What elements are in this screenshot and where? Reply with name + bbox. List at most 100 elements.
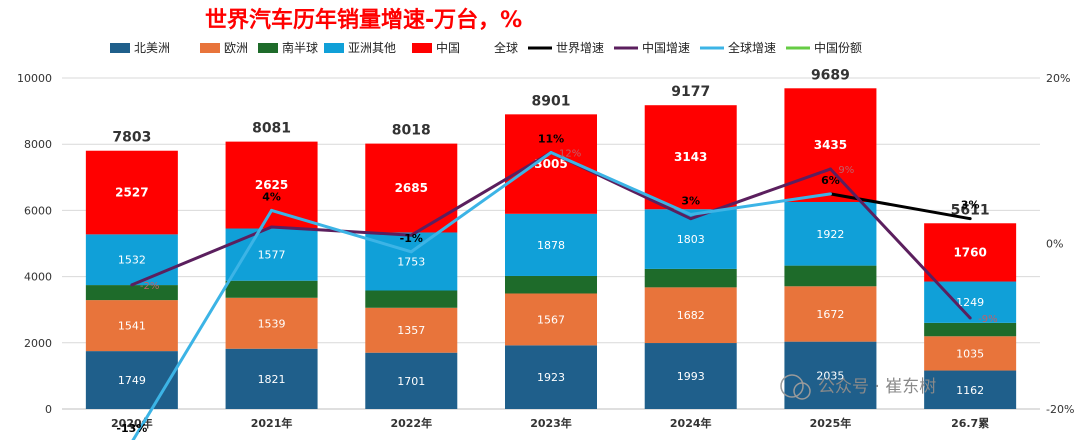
series-point bbox=[130, 283, 134, 287]
bar-segment bbox=[784, 286, 877, 342]
bar-segment bbox=[85, 150, 178, 235]
bar-segment bbox=[644, 105, 737, 210]
x-tick-label: 2024年 bbox=[670, 416, 712, 430]
bar-segment bbox=[225, 297, 318, 349]
series-point bbox=[409, 233, 413, 237]
legend-swatch bbox=[412, 43, 432, 53]
bar-value-label: 1753 bbox=[397, 255, 425, 268]
series-point bbox=[968, 316, 972, 320]
growth-label: -13% bbox=[116, 422, 147, 435]
legend-label: 中国增速 bbox=[642, 40, 690, 55]
bar-segment bbox=[505, 213, 597, 276]
bar-segment bbox=[505, 275, 597, 294]
series-point bbox=[828, 192, 832, 196]
bar-value-label: 1357 bbox=[397, 324, 425, 337]
growth-label: 4% bbox=[262, 190, 281, 203]
x-tick-label: 2021年 bbox=[251, 416, 293, 430]
bar-segment bbox=[85, 234, 178, 286]
bar-segment bbox=[505, 293, 597, 346]
bar-segment bbox=[784, 201, 877, 266]
growth-label: 3% bbox=[961, 199, 980, 212]
y-tick-label: 6000 bbox=[24, 204, 52, 217]
bar-value-label: 2685 bbox=[395, 181, 428, 195]
series-point bbox=[549, 150, 553, 154]
y-tick-label: 2000 bbox=[24, 337, 52, 350]
bar-segment bbox=[505, 114, 597, 214]
legend-label: 世界增速 bbox=[556, 41, 604, 55]
bar-value-label: 1682 bbox=[677, 309, 705, 322]
bar-segment bbox=[225, 280, 318, 298]
bar-value-label: 2527 bbox=[115, 186, 148, 200]
legend-swatch bbox=[324, 43, 344, 53]
y-tick-label: 4000 bbox=[24, 271, 52, 284]
watermark: 公众号 · 崔东树 bbox=[818, 377, 936, 397]
bar-value-label: 3435 bbox=[814, 138, 847, 152]
bar-total-label: 5611 bbox=[951, 202, 990, 218]
series-point bbox=[968, 217, 972, 221]
legend-label: 全球 bbox=[494, 40, 518, 55]
growth-label: 6% bbox=[821, 174, 840, 187]
bar-total-label: 8081 bbox=[252, 121, 291, 137]
bar-value-label: 1541 bbox=[118, 320, 146, 333]
bar-total-label: 8018 bbox=[392, 123, 431, 139]
legend-label: 欧洲 bbox=[224, 41, 248, 55]
bar-value-label: 1803 bbox=[677, 233, 705, 246]
growth-label: -1% bbox=[400, 232, 423, 245]
bar-value-label: 1672 bbox=[816, 308, 844, 321]
bar-value-label: 1760 bbox=[953, 245, 986, 259]
legend-label: 全球增速 bbox=[728, 40, 776, 55]
bar-segment bbox=[365, 352, 458, 409]
bar-value-label: 1922 bbox=[816, 228, 844, 241]
bar-segment bbox=[85, 285, 178, 301]
bar-segment bbox=[924, 223, 1017, 282]
bar-value-label: 3005 bbox=[534, 157, 567, 171]
series-point bbox=[270, 208, 274, 212]
y-tick-label: 10000 bbox=[17, 72, 52, 85]
bar-value-label: 1532 bbox=[118, 254, 146, 267]
bar-value-label: 1923 bbox=[537, 371, 565, 384]
bar-segment bbox=[225, 141, 318, 229]
legend-swatch bbox=[110, 43, 130, 53]
growth-label: 11% bbox=[538, 132, 564, 145]
bar-segment bbox=[85, 351, 178, 409]
china-growth-label: -2% bbox=[140, 281, 159, 292]
wechat-logo-icon bbox=[780, 374, 804, 398]
x-tick-label: 26.7累 bbox=[951, 417, 989, 430]
bar-segment bbox=[505, 345, 597, 409]
bar-segment bbox=[365, 307, 458, 353]
bar-total-label: 8901 bbox=[532, 93, 571, 109]
legend-label: 南半球 bbox=[282, 40, 318, 55]
bar-value-label: 1993 bbox=[677, 370, 705, 383]
bar-segment bbox=[644, 287, 737, 344]
legend-label: 中国份额 bbox=[814, 40, 862, 55]
y-tick-label: 0 bbox=[45, 403, 52, 416]
bar-total-label: 9689 bbox=[811, 67, 850, 83]
series-point bbox=[828, 167, 832, 171]
bar-segment bbox=[85, 300, 178, 352]
bar-segment bbox=[924, 370, 1017, 409]
bar-value-label: 1701 bbox=[397, 375, 425, 388]
bar-value-label: 2035 bbox=[816, 369, 844, 382]
china-growth-label: -9% bbox=[978, 314, 997, 325]
x-tick-label: 2023年 bbox=[530, 416, 572, 430]
china-growth-label: 12% bbox=[559, 148, 581, 159]
legend-swatch bbox=[258, 43, 278, 53]
bar-segment bbox=[225, 228, 318, 281]
bar-segment bbox=[644, 343, 737, 409]
bar-segment bbox=[784, 341, 877, 409]
bar-value-label: 1567 bbox=[537, 313, 565, 326]
bar-value-label: 2625 bbox=[255, 178, 288, 192]
legend-swatch bbox=[200, 43, 220, 53]
bar-value-label: 1035 bbox=[956, 347, 984, 360]
bar-value-label: 3143 bbox=[674, 150, 707, 164]
bar-segment bbox=[365, 290, 458, 308]
bar-value-label: 1249 bbox=[956, 296, 984, 309]
china-growth-label: 9% bbox=[838, 165, 854, 176]
y2-tick-label: 20% bbox=[1046, 72, 1070, 85]
bar-segment bbox=[924, 322, 1017, 337]
bar-segment bbox=[784, 265, 877, 287]
bar-value-label: 1749 bbox=[118, 374, 146, 387]
bar-value-label: 1821 bbox=[258, 373, 286, 386]
